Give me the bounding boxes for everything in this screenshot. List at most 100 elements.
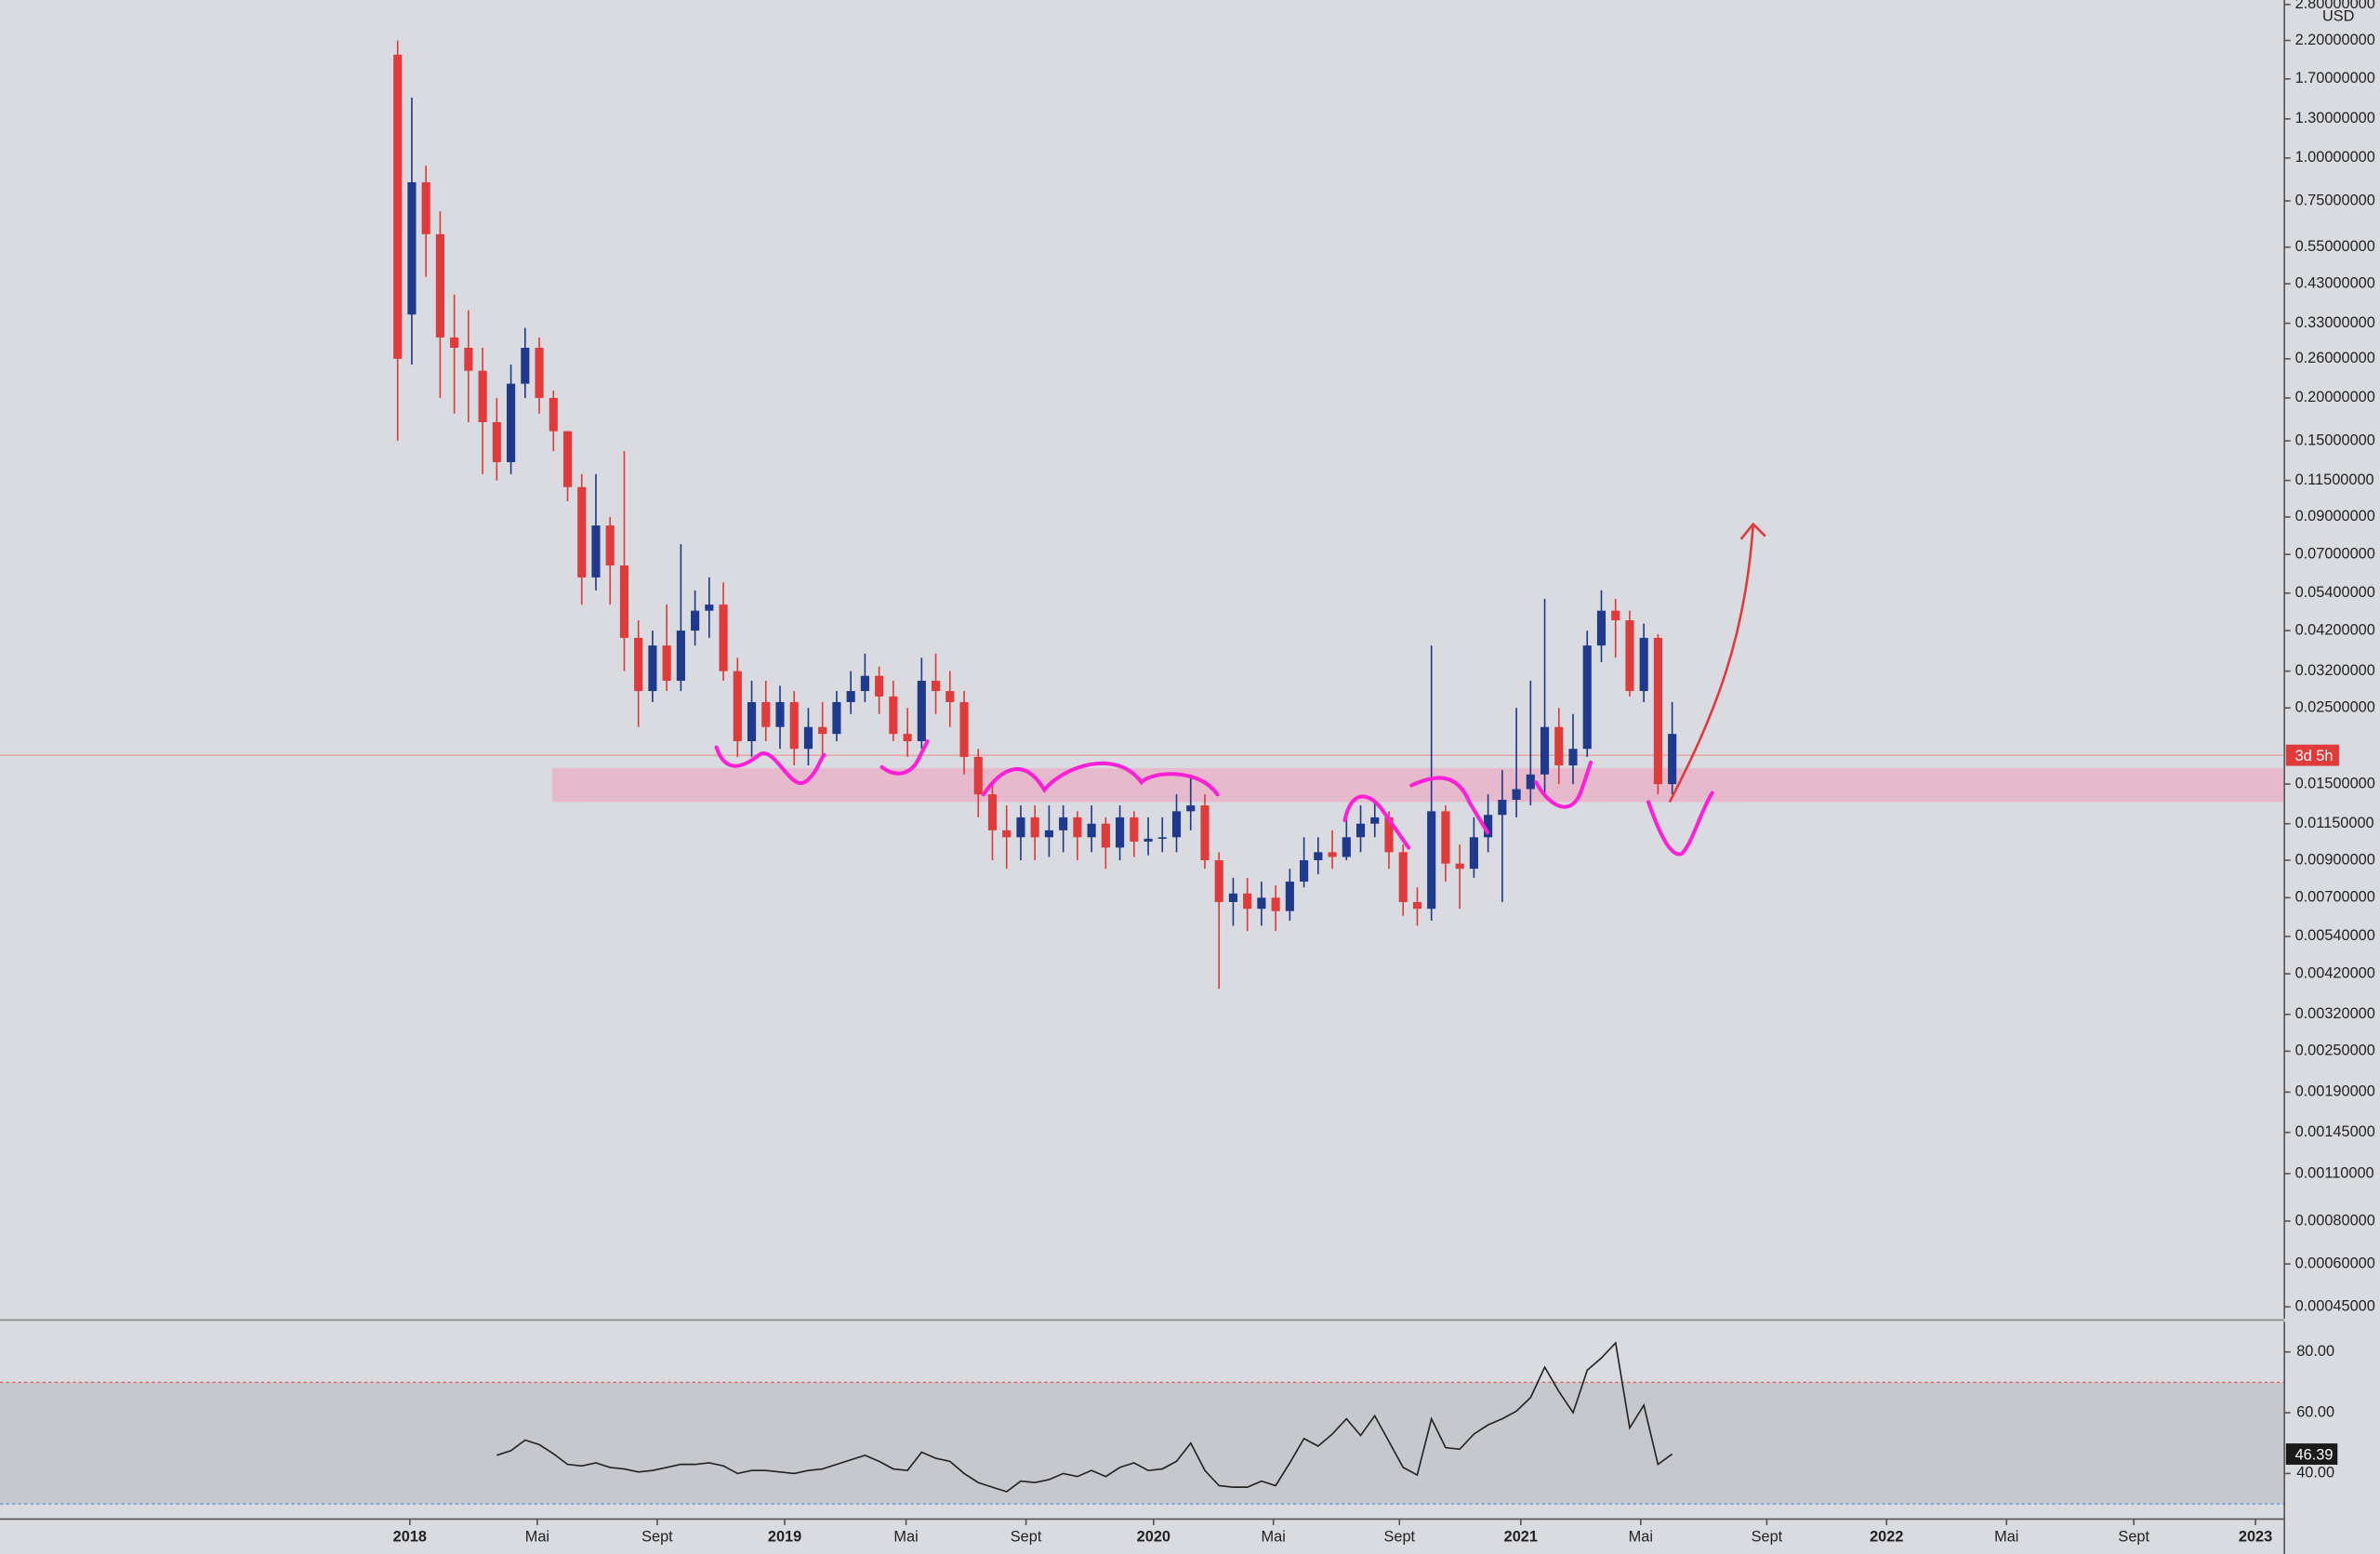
candle-body bbox=[775, 701, 785, 727]
y-tick-label: 0.20000000 bbox=[2295, 389, 2375, 405]
candle-body bbox=[1653, 637, 1662, 785]
candle-body bbox=[1186, 805, 1196, 812]
y-tick-label: 1.70000000 bbox=[2295, 70, 2375, 86]
candle-body bbox=[1427, 811, 1436, 910]
rsi-band bbox=[0, 1382, 2285, 1505]
marks-layer bbox=[393, 40, 1677, 1493]
y-tick-label: 0.03200000 bbox=[2295, 662, 2375, 679]
y-tick-label: 0.00900000 bbox=[2295, 851, 2375, 868]
candle-body bbox=[1582, 645, 1592, 750]
candle-body bbox=[1271, 897, 1280, 911]
candle-body bbox=[1228, 893, 1238, 902]
arrow-line bbox=[1668, 524, 1755, 804]
candle-body bbox=[1130, 817, 1139, 842]
annotations bbox=[714, 739, 1714, 857]
candle-body bbox=[1200, 805, 1210, 861]
y-tick-label: 0.00700000 bbox=[2295, 889, 2375, 906]
arrow bbox=[1668, 522, 1766, 804]
candle-body bbox=[1498, 800, 1507, 816]
candle-body bbox=[1030, 817, 1039, 838]
candle-body bbox=[987, 794, 998, 830]
candle-body bbox=[945, 691, 955, 702]
y-tick-label: 0.00540000 bbox=[2295, 927, 2375, 944]
candle-body bbox=[648, 645, 657, 692]
candle-body bbox=[1257, 897, 1266, 910]
candle-body bbox=[705, 604, 714, 611]
y-tick-label: 1.00000000 bbox=[2295, 149, 2375, 166]
candle-body bbox=[478, 370, 487, 422]
candle-body bbox=[1484, 815, 1493, 838]
rsi-line bbox=[496, 1341, 1673, 1493]
y-tick-label: 80.00 bbox=[2296, 1343, 2334, 1360]
y-tick-label: 0.00060000 bbox=[2295, 1255, 2375, 1271]
y-tick-label: 0.11500000 bbox=[2295, 472, 2374, 488]
y-tick-label: 0.01500000 bbox=[2295, 775, 2375, 791]
x-tick-label: Sept bbox=[641, 1528, 673, 1545]
candle-body bbox=[1568, 749, 1578, 766]
y-tick-label: 0.33000000 bbox=[2295, 314, 2375, 331]
annotation-stroke bbox=[1646, 790, 1714, 857]
candle-body bbox=[691, 610, 700, 631]
candle-body bbox=[562, 431, 573, 487]
candle-body bbox=[1101, 823, 1110, 848]
candle-body bbox=[1300, 860, 1309, 882]
axis-panel bbox=[2284, 1322, 2380, 1520]
candle-body bbox=[1639, 637, 1648, 692]
candle-body bbox=[1116, 817, 1125, 848]
y-tick-label: 40.00 bbox=[2296, 1465, 2334, 1481]
candle-body bbox=[1214, 860, 1223, 902]
candle-body bbox=[1384, 817, 1394, 853]
y-tick-label: 0.55000000 bbox=[2295, 238, 2375, 255]
candle-body bbox=[662, 645, 671, 682]
countdown-label: 3d 5h bbox=[2295, 748, 2334, 764]
y-tick-label: 0.75000000 bbox=[2295, 192, 2375, 208]
candle-body bbox=[634, 637, 643, 692]
y-tick-label: 0.00045000 bbox=[2295, 1298, 2375, 1315]
candle-body bbox=[1285, 881, 1294, 911]
candle-body bbox=[1087, 823, 1096, 838]
annotation-stroke bbox=[1534, 760, 1593, 809]
x-tick-label: Mai bbox=[1629, 1528, 1653, 1545]
candle-body bbox=[860, 675, 869, 692]
y-tick-label: 0.43000000 bbox=[2295, 274, 2375, 291]
x-tick-label: 2019 bbox=[768, 1528, 801, 1545]
x-tick-label: 2023 bbox=[2239, 1528, 2272, 1545]
candle-body bbox=[1073, 817, 1082, 838]
candle-body bbox=[521, 347, 530, 384]
y-tick-label: 0.09000000 bbox=[2295, 508, 2375, 525]
y-tick-label: 0.05400000 bbox=[2295, 584, 2375, 601]
y-tick-label: 0.26000000 bbox=[2295, 350, 2375, 366]
x-tick-label: Mai bbox=[525, 1528, 549, 1545]
annotation-stroke bbox=[714, 745, 826, 786]
y-tick-label: 0.00080000 bbox=[2295, 1212, 2375, 1229]
candle-body bbox=[875, 675, 884, 697]
annotation-stroke bbox=[1342, 794, 1411, 850]
candle-body bbox=[591, 525, 601, 578]
candle-body bbox=[450, 337, 459, 348]
x-tick-label: 2018 bbox=[393, 1528, 427, 1545]
y-tick-label: 2.20000000 bbox=[2295, 32, 2375, 48]
annotation-stroke bbox=[1409, 776, 1490, 835]
candle-body bbox=[1355, 823, 1366, 838]
candle-body bbox=[1016, 817, 1025, 838]
candle-body bbox=[605, 525, 615, 566]
candle-body bbox=[464, 347, 473, 371]
candle-body bbox=[1611, 610, 1620, 621]
y-tick-label: 2.80000000 bbox=[2295, 0, 2375, 12]
x-tick-label: 2020 bbox=[1137, 1528, 1170, 1545]
annotation-stroke bbox=[879, 739, 930, 776]
candle-body bbox=[1668, 734, 1677, 785]
candle-body bbox=[733, 671, 742, 742]
candle-body bbox=[846, 691, 855, 702]
candle-body bbox=[747, 701, 757, 742]
candle-body bbox=[1526, 774, 1535, 790]
candle-body bbox=[789, 701, 799, 750]
y-tick-label: 0.01150000 bbox=[2295, 815, 2374, 831]
candle-body bbox=[1412, 901, 1422, 910]
candle-body bbox=[549, 397, 558, 432]
candle-body bbox=[1625, 620, 1634, 692]
support-zone bbox=[551, 767, 2285, 803]
